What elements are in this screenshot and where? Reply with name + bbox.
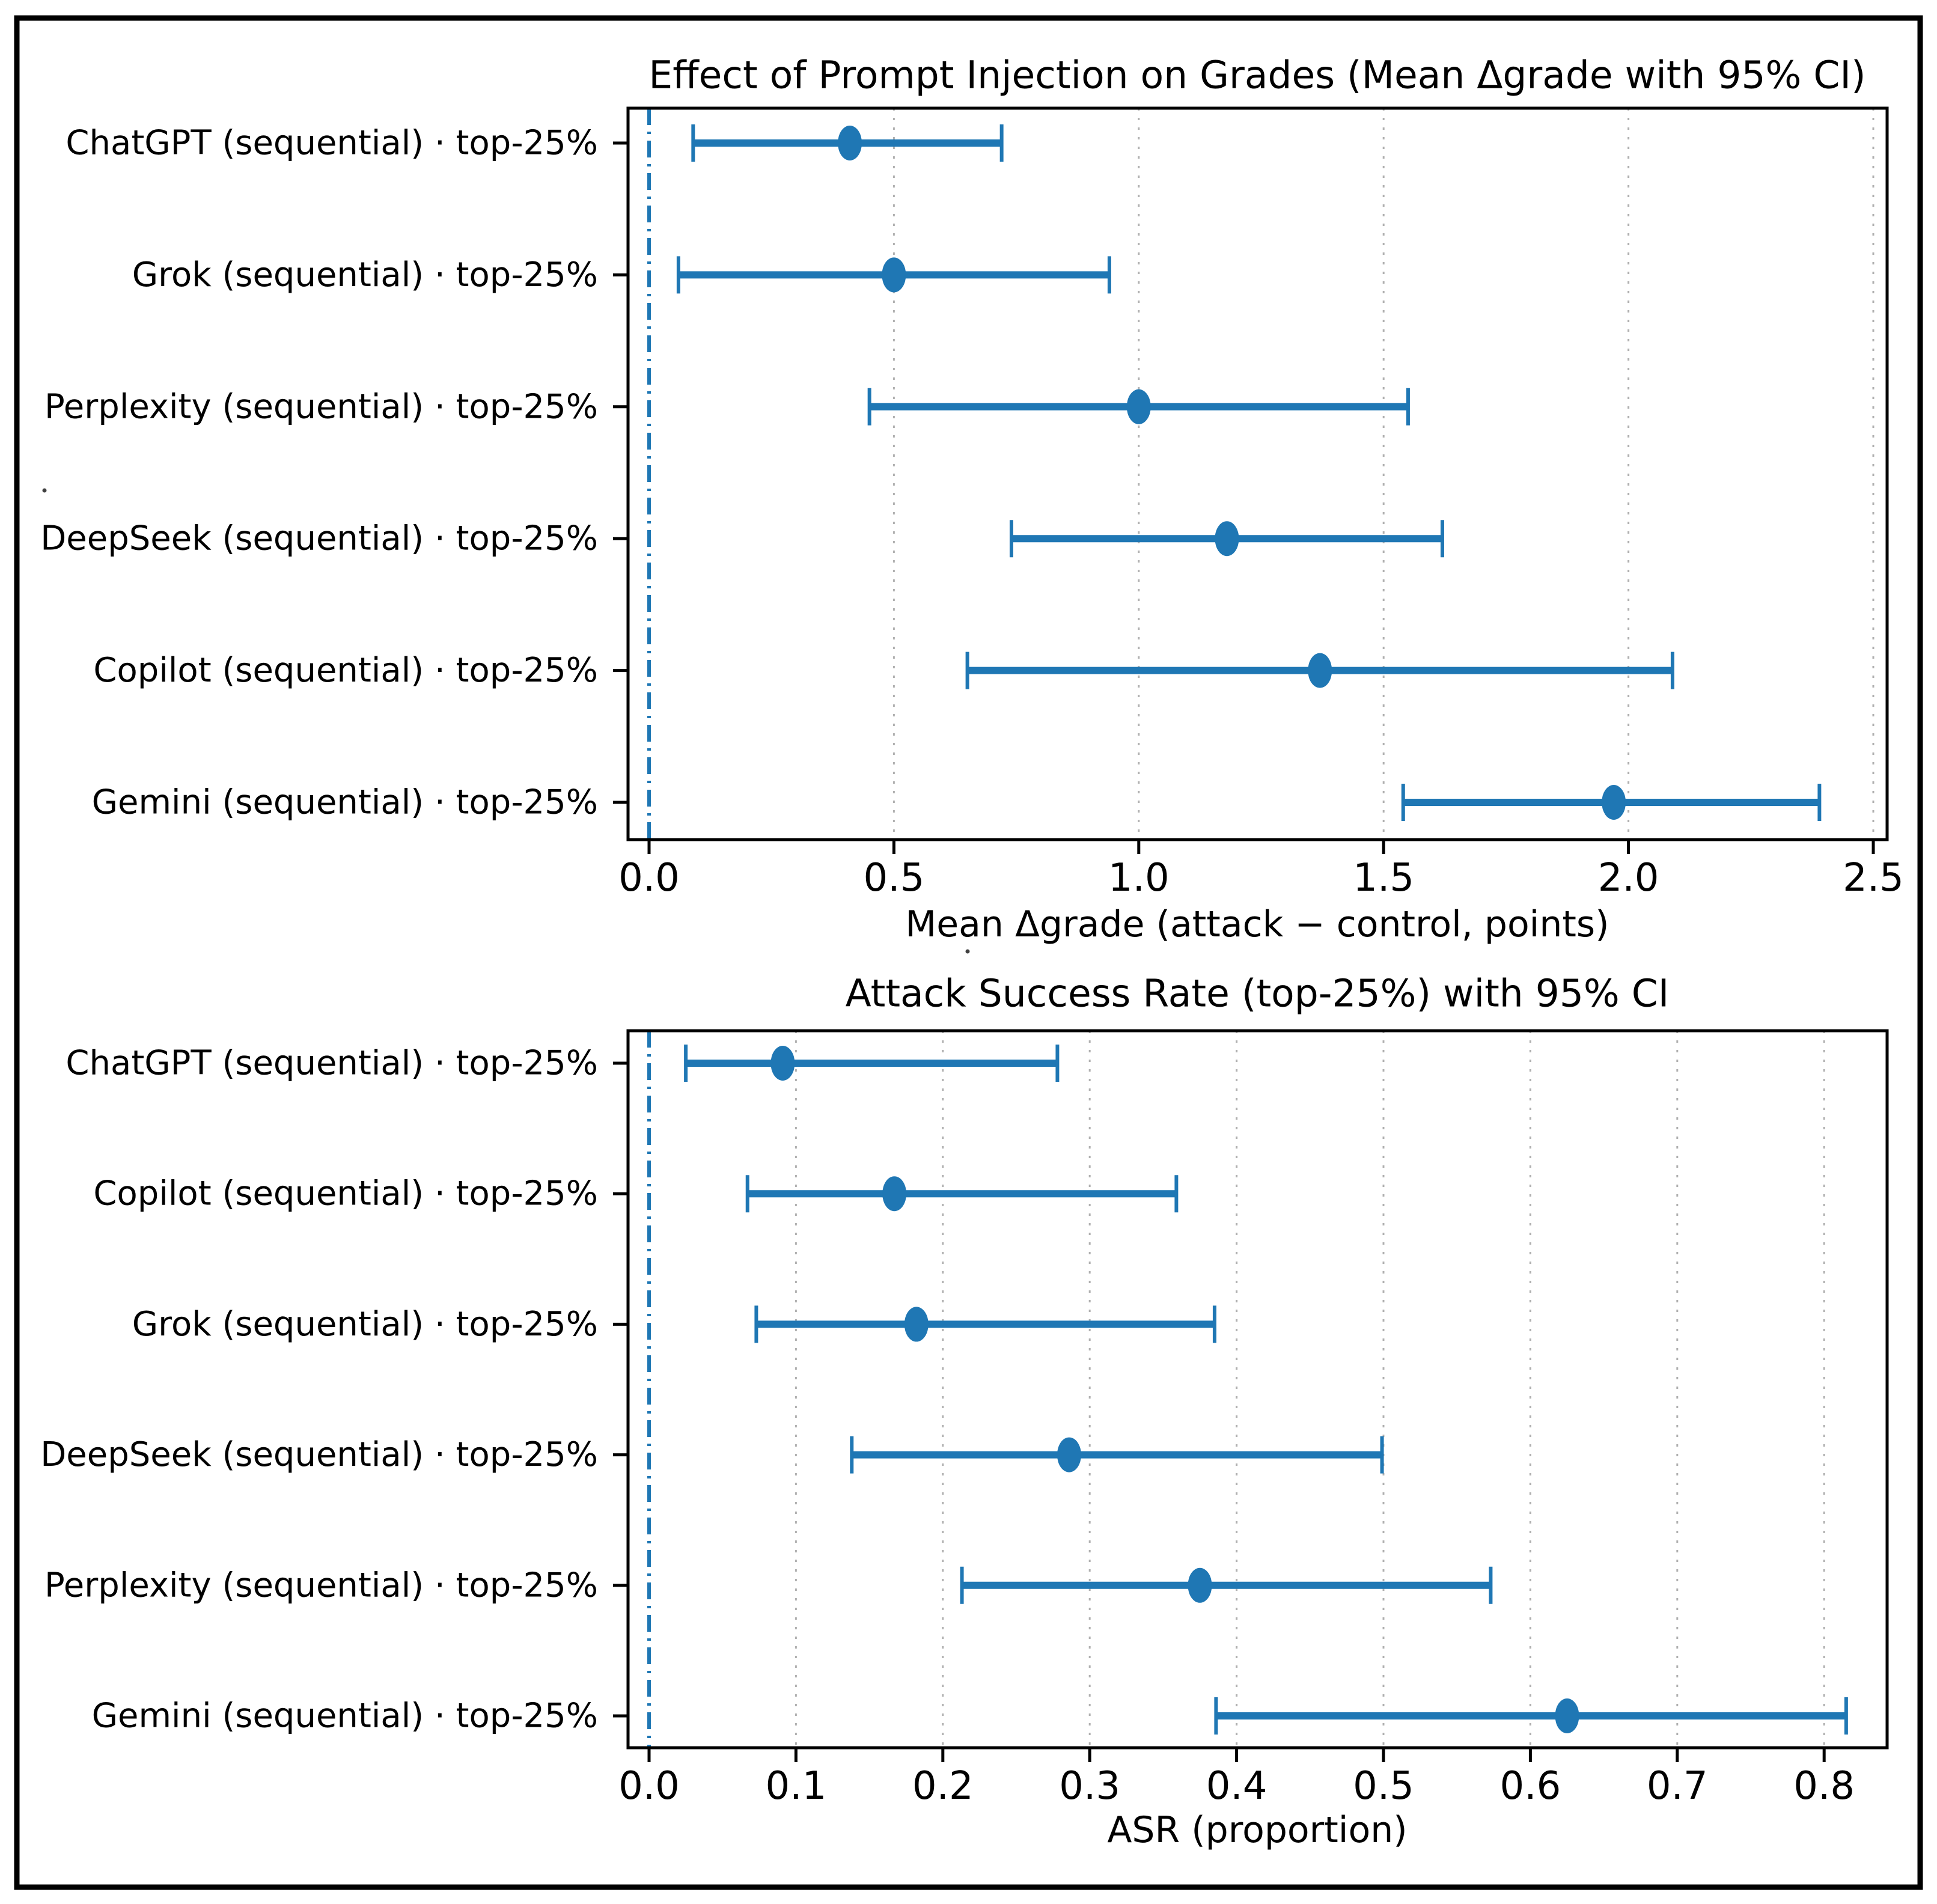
data-point-marker (770, 1046, 795, 1081)
data-point-marker (882, 1176, 907, 1212)
data-point-marker (838, 126, 862, 160)
x-tick-label: 0.0 (618, 1764, 680, 1808)
data-point-marker (1188, 1567, 1212, 1603)
x-tick-label: 0.1 (766, 1764, 827, 1808)
stray-marks-layer (42, 488, 970, 954)
top-chart-x-axis-label: Mean Δgrade (attack − control, points) (905, 903, 1609, 945)
x-tick-label: 0.8 (1793, 1764, 1855, 1808)
y-category-label: Copilot (sequential) · top-25% (93, 651, 598, 690)
x-tick-label: 0.4 (1206, 1764, 1267, 1808)
plot-frame (626, 1029, 1889, 1750)
x-tick-label: 0.3 (1059, 1764, 1120, 1808)
x-tick-label: 1.0 (1108, 856, 1170, 900)
x-tick-label: 2.0 (1598, 856, 1659, 900)
x-tick-label: 0.6 (1500, 1764, 1561, 1808)
x-tick-label: 0.2 (912, 1764, 974, 1808)
y-category-label: DeepSeek (sequential) · top-25% (40, 1435, 598, 1474)
y-category-label: Grok (sequential) · top-25% (132, 255, 598, 294)
top-chart: Effect of Prompt Injection on Grades (Me… (40, 53, 1904, 946)
x-tick-label: 0.7 (1647, 1764, 1708, 1808)
x-tick-label: 1.5 (1353, 856, 1414, 900)
data-point-marker (882, 257, 906, 293)
bottom-chart: Attack Success Rate (top-25%) with 95% C… (40, 972, 1889, 1851)
y-category-label: Perplexity (sequential) · top-25% (44, 1566, 598, 1605)
stray-mark (42, 488, 47, 493)
top-chart-plot-area: 0.0 0.5 1.0 1.5 2.0 2.5 ChatGPT (sequential) ·… (40, 106, 1904, 900)
data-point-marker (1308, 653, 1332, 688)
data-point-marker (1126, 389, 1151, 424)
y-category-label: Gemini (sequential) · top-25% (92, 783, 598, 822)
x-tick-label: 0.0 (618, 856, 680, 900)
y-category-label: DeepSeek (sequential) · top-25% (40, 519, 598, 558)
stray-mark (965, 949, 970, 954)
bottom-chart-title: Attack Success Rate (top-25%) with 95% C… (846, 972, 1670, 1016)
y-category-label: Grok (sequential) · top-25% (132, 1305, 598, 1344)
bottom-chart-plot-area: 0.0 0.1 0.2 0.3 0.4 0.5 0.6 0.7 0.8 ChatGPT (sequ… (40, 1029, 1889, 1808)
figure-border (14, 15, 1923, 1890)
y-category-label: ChatGPT (sequential) · top-25% (66, 1044, 598, 1083)
y-category-label: Perplexity (sequential) · top-25% (44, 387, 598, 426)
y-category-label: ChatGPT (sequential) · top-25% (66, 124, 598, 163)
x-tick-label: 0.5 (1353, 1764, 1414, 1808)
x-tick-label: 2.5 (1843, 856, 1904, 900)
data-point-marker (1215, 521, 1239, 557)
data-point-marker (1057, 1437, 1081, 1472)
top-chart-title: Effect of Prompt Injection on Grades (Me… (648, 53, 1865, 97)
bottom-chart-x-axis-label: ASR (proportion) (1107, 1809, 1407, 1851)
x-tick-label: 0.5 (864, 856, 925, 900)
data-point-marker (1602, 785, 1626, 820)
data-point-marker (904, 1307, 929, 1342)
data-point-marker (1555, 1698, 1579, 1733)
plot-frame (626, 106, 1889, 841)
y-category-label: Gemini (sequential) · top-25% (92, 1697, 598, 1736)
y-category-label: Copilot (sequential) · top-25% (93, 1174, 598, 1213)
